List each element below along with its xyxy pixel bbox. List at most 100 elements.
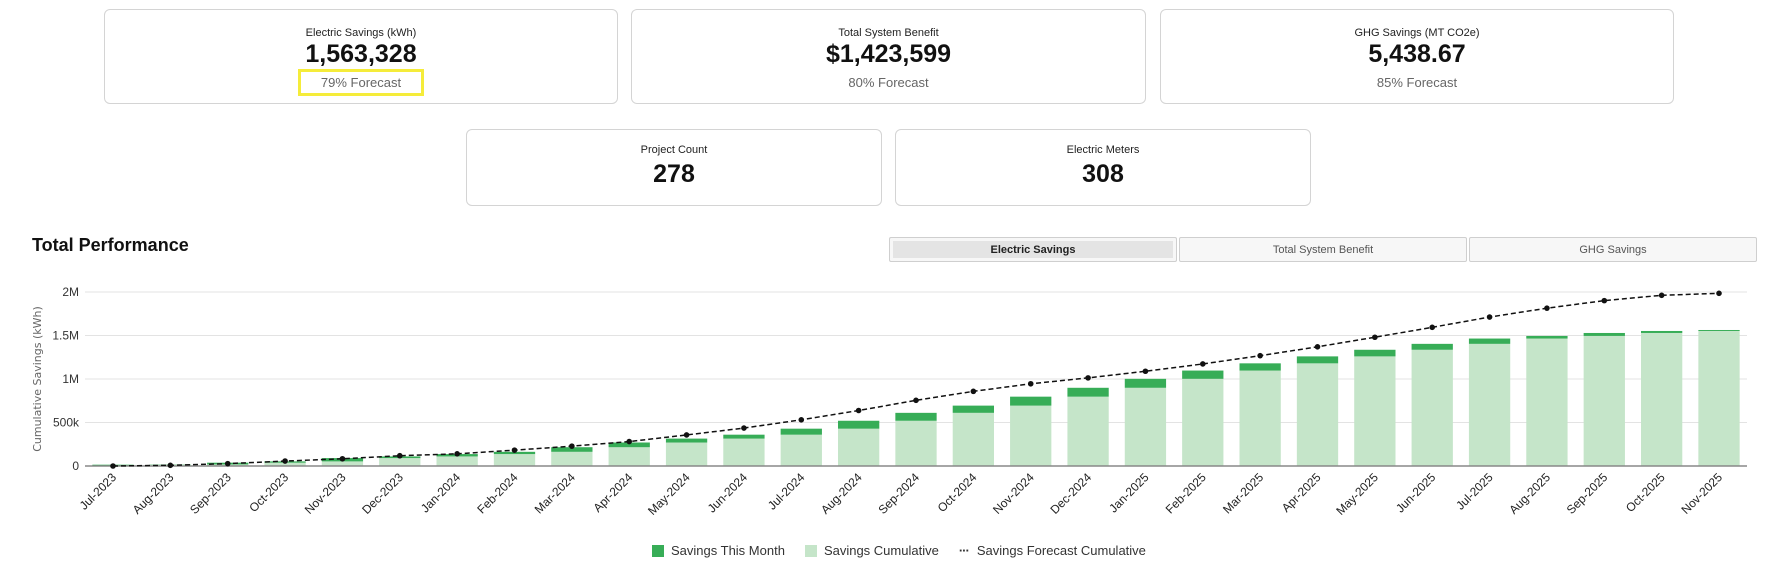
y-tick-label: 0 <box>72 459 79 473</box>
tab-electric-savings[interactable]: Electric Savings <box>889 237 1177 262</box>
bar-this-month <box>895 412 937 421</box>
x-tick-label: Apr-2024 <box>591 470 636 515</box>
forecast-point <box>626 438 633 445</box>
bar-cumulative <box>780 434 822 466</box>
legend-item-forecast[interactable]: ··· Savings Forecast Cumulative <box>959 543 1146 558</box>
legend-item-month[interactable]: Savings This Month <box>652 543 785 558</box>
forecast-point <box>396 452 403 459</box>
bar-cumulative <box>321 461 364 466</box>
x-tick-label: Dec-2023 <box>359 470 406 517</box>
bar-this-month <box>1640 330 1683 333</box>
bar-cumulative <box>665 442 708 466</box>
forecast-point <box>1486 314 1493 320</box>
bar-this-month <box>1468 338 1511 344</box>
bar-cumulative <box>379 458 421 466</box>
bar-this-month <box>1411 343 1453 350</box>
y-tick-label: 500k <box>53 416 80 430</box>
kpi-value: 5,438.67 <box>1368 40 1466 68</box>
bar-this-month <box>1239 363 1281 371</box>
kpi-value: $1,423,599 <box>825 40 952 68</box>
legend-label: Savings Cumulative <box>823 543 939 558</box>
forecast-point <box>913 397 919 404</box>
section-title: Total Performance <box>32 235 189 255</box>
forecast-point <box>855 407 862 414</box>
legend-swatch-forecast: ··· <box>958 543 970 558</box>
x-tick-label: Aug-2023 <box>130 470 177 517</box>
forecast-point <box>1142 368 1149 375</box>
bar-this-month <box>723 434 765 439</box>
kpi-label: Electric Meters <box>1066 144 1140 156</box>
bar-this-month <box>1182 370 1224 379</box>
bar-this-month <box>837 420 880 429</box>
kpi-label: GHG Savings (MT CO2e) <box>1354 27 1480 39</box>
forecast-point <box>1372 334 1378 341</box>
forecast-point <box>454 451 460 457</box>
bar-cumulative <box>1640 332 1683 466</box>
forecast-line <box>112 292 1720 467</box>
y-tick-label: 1M <box>62 372 79 386</box>
y-tick-label: 1.5M <box>52 329 79 343</box>
bar-cumulative <box>551 451 593 466</box>
x-tick-label: May-2024 <box>645 470 693 518</box>
x-tick-label: Feb-2024 <box>474 470 520 516</box>
forecast-point <box>1085 375 1091 381</box>
forecast-point <box>167 462 174 469</box>
forecast-point <box>1199 361 1206 367</box>
bar-cumulative <box>608 447 650 466</box>
legend-label: Savings Forecast Cumulative <box>976 543 1146 558</box>
bar-this-month <box>1296 356 1339 364</box>
x-tick-label: Jun-2025 <box>1393 470 1439 516</box>
legend-item-cumulative[interactable]: Savings Cumulative <box>804 543 939 558</box>
x-tick-label: Sep-2025 <box>1564 470 1611 517</box>
forecast-point <box>1544 305 1550 311</box>
forecast-point <box>798 417 805 423</box>
bar-this-month <box>551 447 593 452</box>
x-tick-label: Jul-2023 <box>77 470 120 513</box>
kpi-forecast: 79% Forecast <box>320 75 402 90</box>
bar-cumulative <box>1296 363 1339 466</box>
bar-cumulative <box>1067 396 1109 466</box>
x-tick-label: Nov-2023 <box>302 470 349 517</box>
bar-cumulative <box>1526 338 1568 466</box>
forecast-point <box>282 458 288 464</box>
x-tick-label: Feb-2025 <box>1163 470 1209 516</box>
metric-tabs: Electric Savings Total System Benefit GH… <box>889 237 1759 262</box>
kpi-value: 278 <box>653 160 695 188</box>
x-tick-label: Jun-2024 <box>705 470 751 516</box>
kpi-card-ghg-savings: GHG Savings (MT CO2e) 5,438.67 85% Forec… <box>1160 9 1674 104</box>
x-tick-label: Nov-2025 <box>1678 470 1725 517</box>
bar-this-month <box>1526 335 1568 339</box>
bar-this-month <box>1124 378 1167 388</box>
forecast-point <box>1027 380 1034 387</box>
kpi-label: Project Count <box>640 144 708 156</box>
kpi-forecast: 85% Forecast <box>1376 75 1458 90</box>
bar-cumulative <box>1468 343 1511 466</box>
forecast-point <box>339 455 346 462</box>
tab-total-system-benefit[interactable]: Total System Benefit <box>1179 237 1467 262</box>
bar-cumulative <box>436 456 478 466</box>
kpi-card-electric-savings: Electric Savings (kWh) 1,563,328 79% For… <box>104 9 618 104</box>
legend-swatch-month <box>652 544 664 557</box>
x-tick-label: Aug-2025 <box>1506 470 1553 517</box>
kpi-forecast: 80% Forecast <box>848 75 929 90</box>
forecast-point <box>224 460 231 467</box>
bar-cumulative <box>264 462 306 466</box>
tab-ghg-savings[interactable]: GHG Savings <box>1469 237 1757 262</box>
bar-cumulative <box>1182 378 1224 466</box>
bar-cumulative <box>837 428 880 466</box>
kpi-card-total-system-benefit: Total System Benefit $1,423,599 80% Fore… <box>631 9 1146 104</box>
forecast-point <box>1429 324 1436 331</box>
x-tick-label: Jul-2025 <box>1453 470 1496 513</box>
bar-cumulative <box>1698 330 1740 466</box>
x-tick-label: Oct-2024 <box>935 470 980 515</box>
kpi-label: Electric Savings (kWh) <box>305 27 417 39</box>
forecast-point <box>970 388 977 395</box>
x-tick-label: Jan-2024 <box>418 470 464 516</box>
bar-cumulative <box>493 454 536 466</box>
highlight-box <box>298 69 424 96</box>
bar-this-month <box>1583 332 1625 336</box>
chart-legend: Savings This Month Savings Cumulative ··… <box>652 543 1166 558</box>
legend-swatch-cumulative <box>804 544 817 557</box>
bar-cumulative <box>1354 356 1396 466</box>
